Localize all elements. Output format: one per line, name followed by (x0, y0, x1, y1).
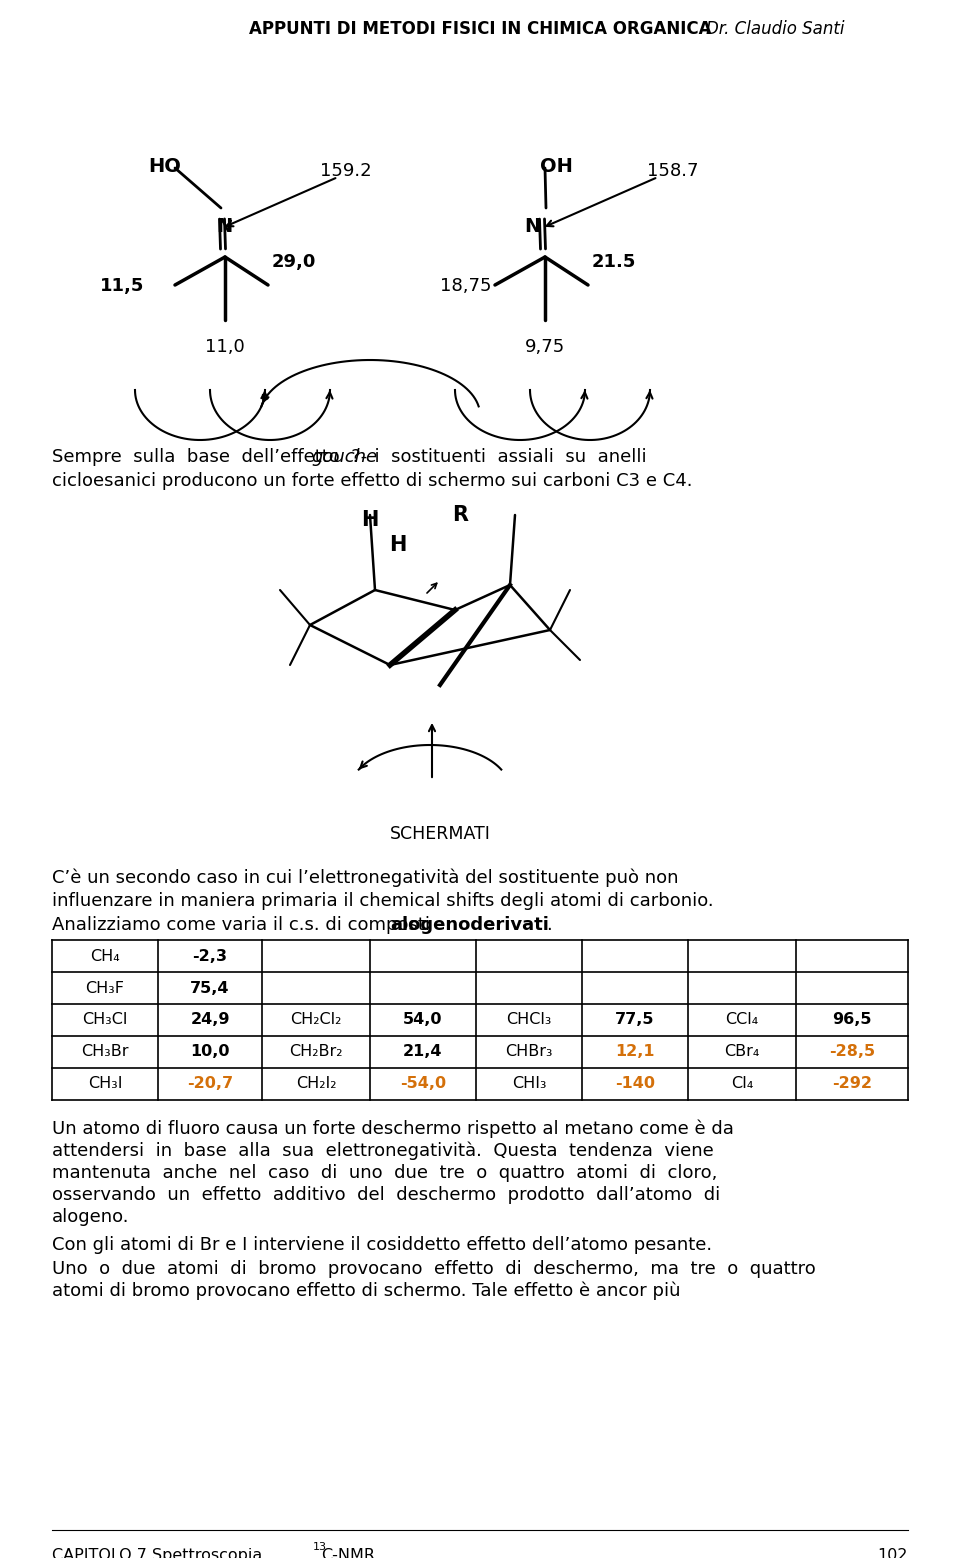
Text: -28,5: -28,5 (828, 1044, 876, 1059)
Text: CH₃I: CH₃I (87, 1077, 122, 1092)
Text: 12,1: 12,1 (615, 1044, 655, 1059)
Text: N: N (216, 217, 232, 235)
Text: cicloesanici producono un forte effetto di schermo sui carboni C3 e C4.: cicloesanici producono un forte effetto … (52, 472, 692, 491)
Text: influenzare in maniera primaria il chemical shifts degli atomi di carbonio.: influenzare in maniera primaria il chemi… (52, 893, 713, 910)
Text: 11,5: 11,5 (100, 277, 144, 294)
Text: CI₄: CI₄ (731, 1077, 754, 1092)
Text: N: N (524, 217, 540, 235)
Text: attendersi  in  base  alla  sua  elettronegatività.  Questa  tendenza  viene: attendersi in base alla sua elettronegat… (52, 1142, 713, 1161)
Text: -140: -140 (615, 1077, 655, 1092)
Text: SCHERMATI: SCHERMATI (390, 826, 491, 843)
Text: C’è un secondo caso in cui l’elettronegatività del sostituente può non: C’è un secondo caso in cui l’elettronega… (52, 868, 679, 887)
Text: CH₂I₂: CH₂I₂ (296, 1077, 336, 1092)
Text: 77,5: 77,5 (615, 1013, 655, 1027)
Text: HO: HO (148, 157, 180, 176)
Text: Con gli atomi di Br e I interviene il cosiddetto effetto dell’atomo pesante.: Con gli atomi di Br e I interviene il co… (52, 1235, 712, 1254)
Text: -54,0: -54,0 (400, 1077, 446, 1092)
Text: -20,7: -20,7 (187, 1077, 233, 1092)
Text: 159.2: 159.2 (320, 162, 372, 181)
Text: H: H (390, 534, 407, 555)
Text: C-NMR: C-NMR (321, 1549, 375, 1558)
Text: 13: 13 (313, 1542, 327, 1552)
Text: gouche: gouche (311, 449, 377, 466)
Text: OH: OH (540, 157, 573, 176)
Text: CH₄: CH₄ (90, 949, 120, 963)
Text: i  sostituenti  assiali  su  anelli: i sostituenti assiali su anelli (363, 449, 647, 466)
Text: CH₂Br₂: CH₂Br₂ (289, 1044, 343, 1059)
Text: CH₃Br: CH₃Br (82, 1044, 129, 1059)
Text: 54,0: 54,0 (403, 1013, 443, 1027)
Text: 9,75: 9,75 (525, 338, 565, 355)
Text: CCl₄: CCl₄ (726, 1013, 758, 1027)
Text: CH₂Cl₂: CH₂Cl₂ (290, 1013, 342, 1027)
Text: CBr₄: CBr₄ (724, 1044, 759, 1059)
Text: H: H (361, 509, 378, 530)
Text: -292: -292 (832, 1077, 872, 1092)
Text: atomi di bromo provocano effetto di schermo. Tale effetto è ancor più: atomi di bromo provocano effetto di sche… (52, 1282, 681, 1301)
Text: 10,0: 10,0 (190, 1044, 229, 1059)
Text: CHI₃: CHI₃ (512, 1077, 546, 1092)
Text: .: . (546, 916, 552, 933)
Text: -2,3: -2,3 (193, 949, 228, 963)
Text: mantenuta  anche  nel  caso  di  uno  due  tre  o  quattro  atomi  di  cloro,: mantenuta anche nel caso di uno due tre … (52, 1164, 717, 1183)
Text: CH₃Cl: CH₃Cl (83, 1013, 128, 1027)
Text: 24,9: 24,9 (190, 1013, 229, 1027)
Text: CH₃F: CH₃F (85, 980, 125, 996)
Text: 96,5: 96,5 (832, 1013, 872, 1027)
Text: Sempre  sulla  base  dell’effetto  ?-: Sempre sulla base dell’effetto ?- (52, 449, 368, 466)
Text: 18,75: 18,75 (440, 277, 492, 294)
Text: Analizziamo come varia il c.s. di composti: Analizziamo come varia il c.s. di compos… (52, 916, 436, 933)
Text: 75,4: 75,4 (190, 980, 229, 996)
Text: Uno  o  due  atomi  di  bromo  provocano  effetto  di  deschermo,  ma  tre  o  q: Uno o due atomi di bromo provocano effet… (52, 1260, 816, 1278)
Text: 158.7: 158.7 (647, 162, 699, 181)
Text: alogenoderivati: alogenoderivati (390, 916, 549, 933)
Text: APPUNTI DI METODI FISICI IN CHIMICA ORGANICA: APPUNTI DI METODI FISICI IN CHIMICA ORGA… (249, 20, 711, 37)
Text: 29,0: 29,0 (272, 252, 317, 271)
Text: osservando  un  effetto  additivo  del  deschermo  prodotto  dall’atomo  di: osservando un effetto additivo del desch… (52, 1186, 720, 1204)
Text: alogeno.: alogeno. (52, 1207, 130, 1226)
Text: 102: 102 (877, 1549, 908, 1558)
Text: R: R (452, 505, 468, 525)
Text: CHBr₃: CHBr₃ (505, 1044, 553, 1059)
Text: Un atomo di fluoro causa un forte deschermo rispetto al metano come è da: Un atomo di fluoro causa un forte desche… (52, 1120, 733, 1139)
Text: 21.5: 21.5 (592, 252, 636, 271)
Text: CHCl₃: CHCl₃ (506, 1013, 552, 1027)
Text: 21,4: 21,4 (403, 1044, 443, 1059)
Text: Dr. Claudio Santi: Dr. Claudio Santi (706, 20, 845, 37)
Text: 11,0: 11,0 (205, 338, 245, 355)
Text: CAPITOLO 7 Spettroscopia: CAPITOLO 7 Spettroscopia (52, 1549, 262, 1558)
